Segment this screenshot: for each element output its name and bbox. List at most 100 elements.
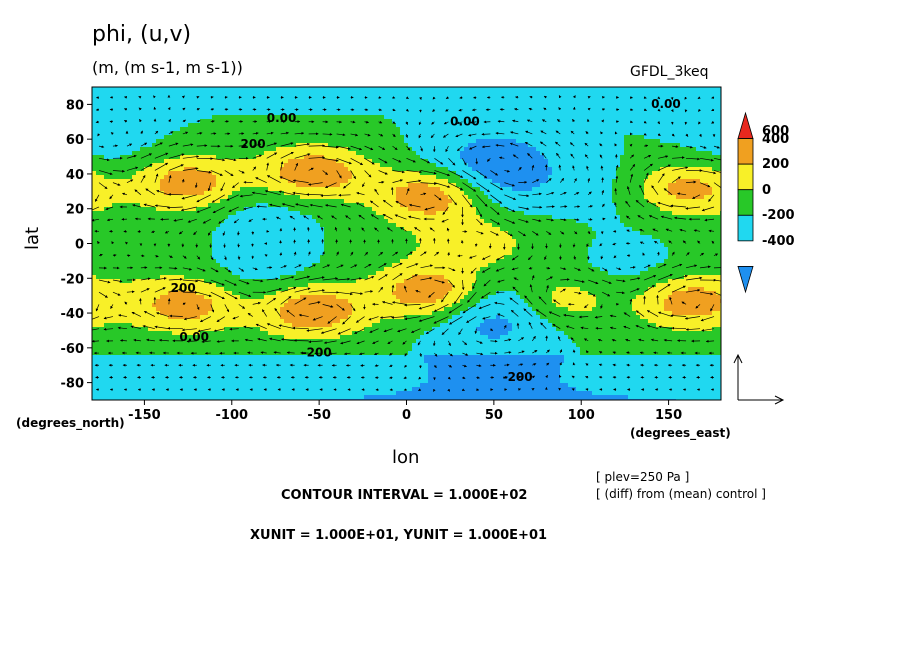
wind-vector	[684, 121, 688, 125]
wind-vector	[639, 351, 645, 355]
wind-vector	[111, 241, 115, 245]
wind-vector	[294, 162, 299, 171]
wind-vector	[350, 304, 356, 312]
wind-vector	[378, 180, 385, 184]
wind-vector	[98, 170, 113, 175]
wind-vector	[118, 314, 128, 317]
wind-vector	[434, 182, 451, 188]
wind-vector	[602, 108, 606, 111]
wind-vector	[545, 284, 549, 293]
wind-vector	[476, 170, 488, 179]
wind-vector	[711, 108, 715, 112]
wind-vector	[448, 182, 464, 191]
wind-vector	[238, 304, 246, 309]
wind-vector	[394, 214, 407, 220]
wind-vector	[670, 109, 674, 113]
wind-vector	[480, 291, 491, 299]
wind-vector	[686, 276, 703, 281]
wind-vector	[425, 328, 435, 335]
wind-vector	[186, 339, 197, 343]
wind-vector	[322, 264, 331, 269]
wind-vector	[558, 95, 562, 99]
wind-vector	[684, 96, 688, 100]
wind-vector	[531, 387, 535, 391]
wind-vector	[629, 154, 635, 159]
wind-vector	[286, 351, 295, 355]
wind-vector	[123, 108, 128, 111]
wind-vector	[699, 170, 717, 175]
wind-vector	[420, 146, 423, 152]
wind-vector	[289, 215, 295, 220]
wind-vector	[154, 204, 169, 208]
wind-vector	[350, 170, 356, 180]
wind-vector	[405, 133, 409, 139]
wind-vector	[224, 267, 232, 273]
wind-vector	[153, 95, 156, 99]
y-axis: 80 60 40 20 0 -20 -40 -60 -80	[61, 98, 92, 392]
wind-vector	[276, 216, 281, 220]
wind-vector	[599, 243, 603, 247]
wind-vector	[588, 205, 593, 208]
wind-vector	[442, 133, 449, 138]
wind-vector	[180, 206, 197, 212]
wind-vector	[210, 255, 214, 261]
wind-vector	[207, 182, 212, 192]
wind-vector	[711, 96, 715, 99]
wind-vector	[587, 107, 591, 111]
wind-vector	[391, 316, 407, 319]
wind-vector	[134, 189, 142, 196]
wind-vector	[92, 206, 100, 212]
wind-vector	[560, 278, 570, 281]
wind-vector	[524, 295, 533, 305]
wind-vector	[350, 277, 362, 281]
wind-vector	[643, 172, 649, 183]
wind-vector	[616, 279, 626, 283]
wind-vector	[224, 157, 237, 162]
colorbar-label: 400	[762, 131, 790, 147]
wind-vector	[211, 194, 225, 203]
wind-vector	[525, 130, 533, 135]
y-tick-label: 40	[66, 168, 84, 183]
wind-vector	[476, 230, 484, 235]
colorbar-swatch	[737, 163, 754, 191]
wind-vector	[657, 133, 661, 136]
wind-vector	[512, 286, 519, 293]
wind-vector	[643, 108, 648, 112]
wind-vector	[504, 206, 516, 213]
wind-vector	[98, 182, 108, 190]
wind-vector	[616, 120, 620, 124]
wind-vector	[294, 297, 307, 305]
wind-vector	[336, 251, 339, 256]
wind-vector	[266, 152, 278, 159]
wind-vector	[168, 288, 183, 293]
wind-vector	[156, 312, 169, 317]
wind-vector	[478, 304, 491, 310]
wind-vector	[685, 145, 693, 149]
wind-vector	[512, 119, 519, 123]
wind-vector	[182, 143, 194, 147]
wind-vector	[280, 276, 295, 281]
x-axis-label: lon	[392, 447, 420, 468]
wind-vector	[711, 240, 715, 244]
wind-vector	[695, 304, 701, 309]
wind-vector	[626, 215, 631, 220]
wind-vector	[455, 133, 463, 138]
wind-vector	[154, 325, 169, 330]
wind-vector	[476, 218, 483, 226]
wind-vector	[613, 255, 617, 259]
wind-vector	[252, 131, 259, 135]
x-units-label: (degrees_east)	[630, 426, 731, 440]
wind-vector	[643, 295, 646, 305]
wind-vector	[196, 279, 213, 285]
wind-vector	[509, 142, 519, 147]
wind-vector	[453, 291, 463, 305]
wind-vector	[602, 267, 608, 272]
wind-vector	[584, 154, 589, 159]
wind-vectors	[92, 94, 721, 392]
wind-vector	[642, 252, 646, 256]
wind-vector	[168, 142, 179, 147]
wind-vector	[511, 255, 519, 261]
wind-vector	[210, 291, 225, 300]
wind-vector	[470, 267, 477, 274]
wind-vector	[309, 203, 323, 208]
